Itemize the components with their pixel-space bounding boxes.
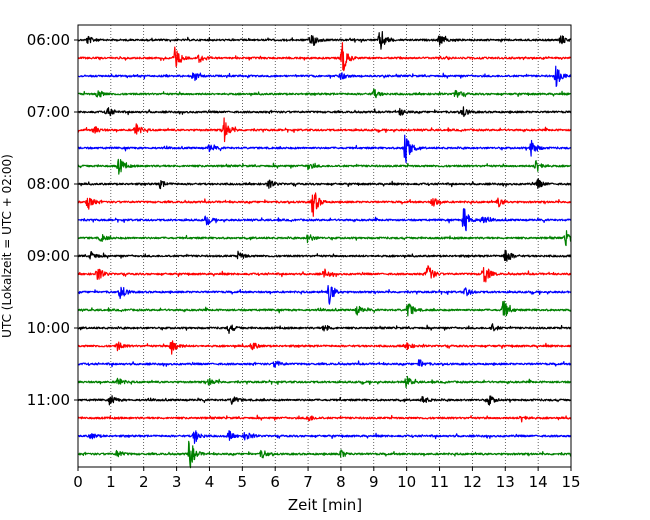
x-tick-label: 1 [106,473,116,491]
x-tick-label: 8 [336,473,346,491]
trace-0945 [77,300,572,317]
trace-0730 [77,134,572,164]
x-tick-label: 7 [303,473,313,491]
trace-1045 [77,375,572,389]
trace-0715 [77,117,572,143]
trace-0845 [77,230,572,247]
trace-0915 [77,265,572,283]
trace-0700 [77,106,572,118]
y-tick-label: 06:00 [27,31,70,49]
trace-0900 [77,249,572,262]
y-tick-label: 10:00 [27,319,70,337]
trace-0645 [77,88,572,99]
x-tick-label: 10 [397,473,416,491]
trace-0745 [77,158,572,175]
trace-0830 [77,208,572,232]
x-tick-label: 12 [463,473,482,491]
x-tick-label: 13 [496,473,515,491]
x-tick-label: 9 [369,473,379,491]
trace-0615 [77,42,572,72]
x-axis-label: Zeit [min] [288,496,362,514]
y-tick-label: 09:00 [27,247,70,265]
trace-0815 [77,192,572,217]
trace-1130 [77,430,572,444]
trace-1000 [77,323,572,334]
x-tick-label: 4 [205,473,215,491]
x-tick-label: 14 [529,473,548,491]
trace-1015 [77,340,572,355]
trace-1100 [77,395,572,406]
y-tick-label: 07:00 [27,103,70,121]
plot-frame [77,24,572,468]
trace-0600 [77,30,572,50]
trace-1145 [77,440,572,469]
x-tick-label: 5 [238,473,248,491]
x-tick-label: 3 [172,473,182,491]
trace-0930 [77,284,572,305]
x-axis-ticks: 0 1 2 3 4 5 6 7 8 9 10 11 12 13 14 15 [73,467,581,491]
y-axis-ticks: 06:00 07:00 08:00 09:00 10:00 11:00 [27,31,78,409]
y-tick-label: 08:00 [27,175,70,193]
x-tick-label: 2 [139,473,149,491]
y-tick-label: 11:00 [27,391,70,409]
trace-1115 [77,414,572,423]
trace-0800 [77,177,572,190]
x-tick-label: 6 [270,473,280,491]
y-axis-label: UTC (Lokalzeit = UTC + 02:00) [0,154,14,338]
x-tick-label: 0 [73,473,83,491]
trace-1030 [77,359,572,368]
x-tick-label: 15 [561,473,580,491]
x-tick-label: 11 [430,473,449,491]
trace-0630 [77,65,572,87]
seismic-traces [77,30,572,469]
